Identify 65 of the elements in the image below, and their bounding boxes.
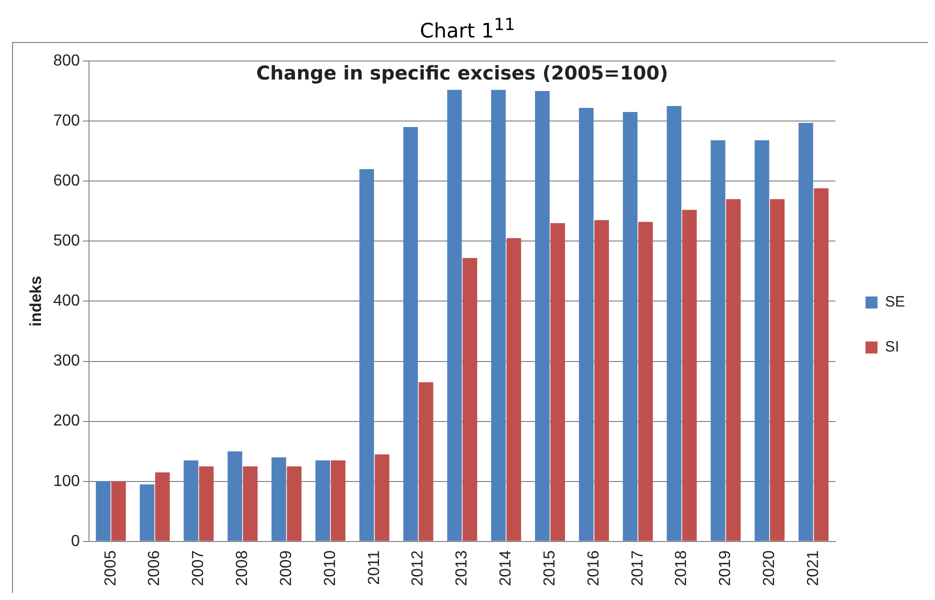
y-axis-title: indeks <box>28 276 46 327</box>
x-tick-label: 2007 <box>190 550 208 586</box>
bar <box>140 484 154 541</box>
bar <box>550 223 566 541</box>
bar <box>315 460 330 541</box>
x-tick-label: 2020 <box>761 550 778 586</box>
bar <box>96 481 110 541</box>
chart-title: Chart 1$^{11}$ <box>418 14 516 43</box>
y-tick-label: 100 <box>53 472 80 490</box>
bar <box>447 90 462 541</box>
bar <box>228 451 242 541</box>
y-tick-label: 400 <box>53 292 80 310</box>
x-tick-label: 2016 <box>585 550 602 586</box>
y-tick-label: 200 <box>53 412 80 430</box>
y-tick-label: 300 <box>53 352 80 370</box>
y-tick-label: 600 <box>53 172 80 190</box>
x-tick-label: 2005 <box>102 550 120 586</box>
x-tick-label: 2018 <box>673 550 690 586</box>
x-tick-label: 2009 <box>278 550 295 586</box>
legend-label: SI <box>884 338 900 356</box>
x-tick-label: 2008 <box>234 550 252 586</box>
bar <box>798 122 814 541</box>
bar <box>770 199 785 541</box>
bar <box>199 466 214 541</box>
x-tick-label: 2011 <box>366 550 383 585</box>
y-tick-label: 800 <box>53 52 80 70</box>
bar <box>272 457 286 541</box>
y-tick-label: 500 <box>53 232 80 250</box>
bar <box>535 91 550 541</box>
x-tick-label: 2017 <box>629 550 646 586</box>
bar <box>418 382 434 541</box>
bar <box>184 460 198 541</box>
bar <box>491 90 506 541</box>
chart-subtitle: Change in specific excises (2005=100) <box>256 62 668 84</box>
x-tick-label: 2019 <box>717 550 734 586</box>
y-tick-label: 0 <box>70 532 80 550</box>
x-tick-label: 2015 <box>541 550 558 586</box>
x-tick-label: 2012 <box>410 550 427 586</box>
bar <box>754 140 770 541</box>
x-tick-label: 2010 <box>322 550 339 586</box>
bar <box>506 238 522 541</box>
bar <box>710 140 726 541</box>
bar <box>666 106 682 541</box>
x-tick-label: 2014 <box>498 550 515 586</box>
bar <box>462 258 478 541</box>
x-tick-label: 2013 <box>454 550 471 586</box>
x-tick-label: 2006 <box>146 550 164 586</box>
bar <box>638 222 653 541</box>
legend-label: SE <box>884 294 906 311</box>
bar <box>726 199 741 541</box>
bar <box>286 466 302 541</box>
x-tick-label: 2021 <box>804 550 822 586</box>
bar <box>578 108 594 541</box>
bar <box>155 472 170 541</box>
y-tick-label: 700 <box>53 112 80 130</box>
bar <box>330 460 346 541</box>
bar <box>359 169 374 541</box>
bar <box>594 220 609 541</box>
bar <box>622 112 638 541</box>
bar <box>682 210 697 541</box>
bar <box>403 127 418 541</box>
bar <box>814 188 829 541</box>
bar <box>242 466 258 541</box>
bar <box>374 454 390 541</box>
bar <box>111 481 126 541</box>
